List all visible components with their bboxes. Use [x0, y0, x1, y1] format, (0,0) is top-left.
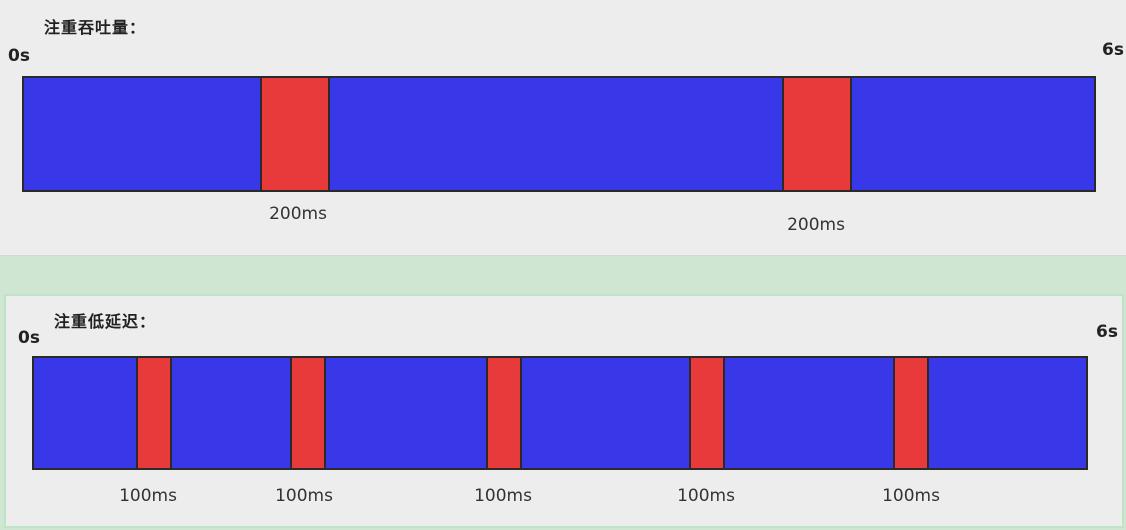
latency-pause-2	[290, 358, 326, 468]
latency-timeline-bar	[32, 356, 1088, 470]
throughput-pause-1	[260, 78, 330, 190]
throughput-pause-2-label: 200ms	[787, 215, 845, 235]
latency-pause-5-label: 100ms	[882, 486, 940, 506]
throughput-end-label: 6s	[1102, 40, 1124, 60]
latency-pause-4	[689, 358, 725, 468]
latency-pause-4-label: 100ms	[677, 486, 735, 506]
throughput-title: 注重吞吐量：	[44, 18, 147, 37]
throughput-pause-2	[782, 78, 852, 190]
latency-pause-1-label: 100ms	[119, 486, 177, 506]
throughput-pause-1-label: 200ms	[269, 204, 327, 224]
latency-pause-1	[136, 358, 172, 468]
latency-end-label: 6s	[1096, 322, 1118, 342]
latency-title: 注重低延迟：	[54, 312, 157, 331]
latency-pause-3	[486, 358, 522, 468]
throughput-panel: 注重吞吐量： 0s 6s 200ms 200ms	[0, 0, 1126, 256]
latency-pause-3-label: 100ms	[474, 486, 532, 506]
latency-start-label: 0s	[18, 328, 40, 348]
latency-pause-5	[893, 358, 929, 468]
throughput-start-label: 0s	[8, 46, 30, 66]
latency-pause-2-label: 100ms	[275, 486, 333, 506]
throughput-timeline-bar	[22, 76, 1096, 192]
latency-panel: 注重低延迟： 0s 6s 100ms 100ms 100ms 100ms 100…	[4, 294, 1124, 528]
